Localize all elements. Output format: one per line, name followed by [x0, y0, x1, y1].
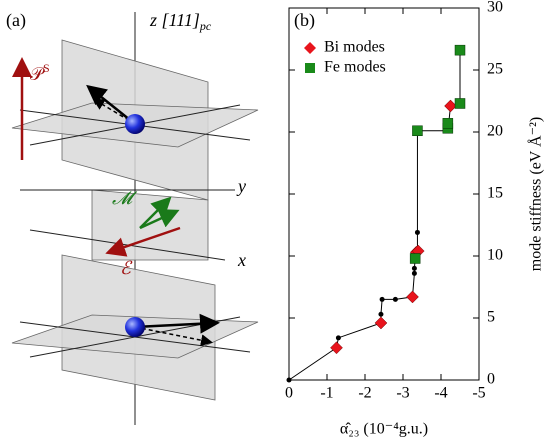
magnetization-label: 𝓜 [112, 188, 138, 208]
y-tick-label: 10 [487, 247, 503, 264]
x-axis-label: α̂₂₃ (10⁻⁴g.u.) [340, 421, 428, 438]
x-tick-label: 0 [285, 385, 293, 402]
y-tick-label: 15 [487, 185, 503, 202]
axis-label: z [111] [149, 10, 200, 30]
fe-marker [454, 44, 466, 56]
polarization-label: 𝒫S [30, 61, 50, 84]
polarization-sup: S [43, 61, 50, 75]
axis-label-sub: pc [199, 19, 212, 33]
field-label: ℰ [120, 258, 133, 278]
x-tick-label: -5 [472, 385, 485, 402]
legend-label: Fe modes [324, 59, 386, 76]
polarization-label: 𝒫 [30, 64, 45, 84]
bi-marker [444, 99, 457, 113]
mode-dot [411, 270, 417, 276]
legend-marker [305, 63, 315, 73]
legend-marker [304, 42, 316, 54]
atom [125, 114, 145, 134]
mode-dot [379, 296, 385, 302]
x-tick-label: -1 [320, 385, 333, 402]
y-tick-label: 0 [487, 371, 495, 388]
fe-marker [409, 253, 421, 264]
x-tick-label: -3 [396, 385, 409, 402]
fe-marker [412, 125, 423, 137]
y-tick-label: 20 [487, 123, 503, 140]
bi-marker [374, 316, 388, 330]
y-tick-label: 5 [487, 309, 495, 326]
axis-label: z [111]pc [149, 10, 212, 33]
mode-dot [392, 296, 398, 302]
bi-marker [406, 290, 419, 304]
y-tick-label: 25 [487, 61, 503, 78]
y-tick-label: 30 [487, 0, 503, 16]
magnetization-arrow [139, 209, 180, 230]
axis-label: y [236, 176, 246, 196]
mode-dot [378, 311, 384, 317]
mode-dot [335, 335, 341, 341]
x-tick-label: -4 [434, 385, 447, 402]
legend-label: Bi modes [324, 39, 385, 56]
fe-marker [442, 118, 454, 129]
atom [125, 317, 145, 337]
spin-arrow [134, 313, 220, 334]
bi-marker [330, 341, 343, 355]
panel-label: (b) [294, 10, 315, 31]
axis-label: x [237, 250, 246, 270]
x-tick-label: -2 [358, 385, 371, 402]
mode-dot [414, 229, 420, 235]
mode-dot [286, 377, 292, 383]
fe-marker [454, 98, 466, 109]
y-axis-label: mode stiffness (eV Å⁻²) [527, 117, 545, 271]
mode-dot [411, 265, 417, 271]
plane [91, 189, 209, 261]
panel-label: (a) [6, 10, 26, 31]
spin-arrow [134, 326, 213, 347]
mode-line [288, 50, 461, 381]
magnetization-arrow [139, 196, 172, 229]
diagram: (a) z [111]pc y x 𝒫S 𝓜 ℰ [6, 10, 259, 425]
field-arrow [105, 226, 181, 257]
